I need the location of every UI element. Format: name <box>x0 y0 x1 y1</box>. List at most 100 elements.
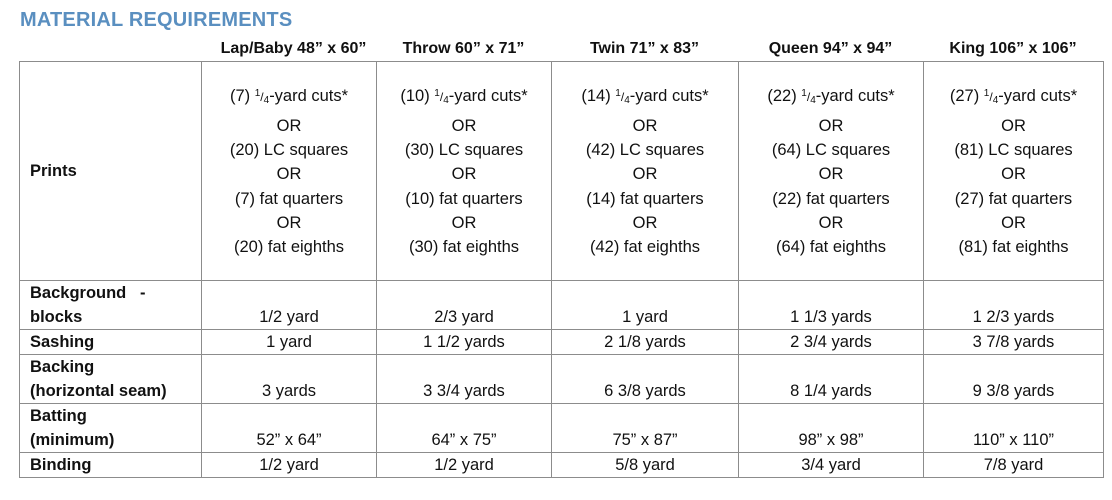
or-separator: OR <box>1001 116 1026 135</box>
or-separator: OR <box>632 213 658 232</box>
table-cell: 3/4 yard <box>738 452 924 478</box>
lc-squares-line: (64) LC squares <box>771 141 891 160</box>
lc-squares-line: (81) LC squares <box>954 141 1073 160</box>
or-separator: OR <box>632 116 658 135</box>
quarter-fraction: 1/4 <box>254 88 270 107</box>
fat-eighths-line: (81) fat eighths <box>958 238 1069 257</box>
or-separator: OR <box>451 165 477 184</box>
quarter-fraction: 1/4 <box>983 88 999 107</box>
column-header-queen: Queen 94” x 94” <box>768 40 893 57</box>
table-row-prints: Prints (7) 1/4-yard cuts* OR (20) LC squ… <box>19 61 1104 281</box>
table-cell: 1 2/3 yards <box>923 280 1104 330</box>
prints-cell-queen: (22) 1/4-yard cuts* OR (64) LC squares O… <box>738 61 924 281</box>
prints-cell-throw: (10) 1/4-yard cuts* OR (30) LC squares O… <box>376 61 552 281</box>
or-separator: OR <box>818 165 844 184</box>
or-separator: OR <box>818 213 844 232</box>
row-label-binding: Binding <box>19 452 202 478</box>
prints-cell-twin: (14) 1/4-yard cuts* OR (42) LC squares O… <box>551 61 739 281</box>
table-cell: 98” x 98” <box>738 403 924 453</box>
quarter-fraction: 1/4 <box>434 88 449 107</box>
quarter-yard-cuts-line: (22) 1/4-yard cuts* <box>743 82 919 113</box>
table-cell: 7/8 yard <box>923 452 1104 478</box>
column-header-twin: Twin 71” x 83” <box>589 40 700 57</box>
or-separator: OR <box>632 165 658 184</box>
row-label-background-blocks: Background - blocks <box>19 280 202 330</box>
cut-count: (22) <box>767 87 797 106</box>
page-heading: MATERIAL REQUIREMENTS <box>20 9 293 31</box>
table-row-binding: Binding 1/2 yard 1/2 yard 5/8 yard 3/4 y… <box>19 452 1104 478</box>
cut-suffix: -yard cuts* <box>815 87 895 106</box>
table-cell: 2/3 yard <box>376 280 552 330</box>
cut-count: (7) <box>229 87 251 106</box>
or-separator: OR <box>276 165 302 184</box>
quarter-yard-cuts-line: (14) 1/4-yard cuts* <box>556 82 734 113</box>
table-cell: 110” x 110” <box>923 403 1104 453</box>
table-cell: 1/2 yard <box>201 452 377 478</box>
fat-eighths-line: (42) fat eighths <box>589 238 701 257</box>
table-cell: 1 1/2 yards <box>376 329 552 355</box>
or-separator: OR <box>451 213 477 232</box>
table-cell: 1/2 yard <box>201 280 377 330</box>
lc-squares-line: (20) LC squares <box>229 141 349 160</box>
row-label-backing: Backing (horizontal seam) <box>19 354 202 404</box>
cut-count: (10) <box>400 87 430 106</box>
table-row-sashing: Sashing 1 yard 1 1/2 yards 2 1/8 yards 2… <box>19 329 1104 355</box>
cut-count: (14) <box>581 87 611 106</box>
table-cell: 6 3/8 yards <box>551 354 739 404</box>
fat-quarters-line: (14) fat quarters <box>586 189 704 208</box>
table-cell: 1/2 yard <box>376 452 552 478</box>
material-requirements-table: Prints (7) 1/4-yard cuts* OR (20) LC squ… <box>19 61 1104 478</box>
cut-count: (27) <box>949 87 980 106</box>
quarter-yard-cuts-line: (10) 1/4-yard cuts* <box>381 82 547 113</box>
lc-squares-line: (30) LC squares <box>404 141 524 160</box>
table-cell: 1 yard <box>551 280 739 330</box>
row-label-prints: Prints <box>19 61 202 281</box>
table-cell: 3 3/4 yards <box>376 354 552 404</box>
column-header-throw: Throw 60” x 71” <box>402 40 525 57</box>
row-label-batting: Batting (minimum) <box>19 403 202 453</box>
fat-quarters-line: (27) fat quarters <box>954 189 1073 208</box>
lc-squares-line: (42) LC squares <box>585 141 705 160</box>
table-row-background-blocks: Background - blocks 1/2 yard 2/3 yard 1 y… <box>19 280 1104 330</box>
table-cell: 8 1/4 yards <box>738 354 924 404</box>
row-label-sashing: Sashing <box>19 329 202 355</box>
fat-quarters-line: (22) fat quarters <box>772 189 890 208</box>
or-separator: OR <box>818 116 844 135</box>
table-cell: 1 yard <box>201 329 377 355</box>
cut-suffix: -yard cuts* <box>269 87 349 106</box>
fat-quarters-line: (7) fat quarters <box>234 189 344 208</box>
or-separator: OR <box>276 213 302 232</box>
column-headers: Lap/Baby 48” x 60” Throw 60” x 71” Twin … <box>19 38 1103 60</box>
table-cell: 2 1/8 yards <box>551 329 739 355</box>
cut-suffix: -yard cuts* <box>629 87 709 106</box>
quarter-yard-cuts-line: (7) 1/4-yard cuts* <box>206 82 372 113</box>
or-separator: OR <box>276 116 302 135</box>
table-cell: 2 3/4 yards <box>738 329 924 355</box>
or-separator: OR <box>1001 165 1026 184</box>
quarter-yard-cuts-line: (27) 1/4-yard cuts* <box>928 82 1099 113</box>
cut-suffix: -yard cuts* <box>998 87 1078 106</box>
quarter-fraction: 1/4 <box>801 88 816 107</box>
column-header-king: King 106” x 106” <box>949 40 1077 57</box>
table-cell: 52” x 64” <box>201 403 377 453</box>
prints-cell-lap-baby: (7) 1/4-yard cuts* OR (20) LC squares OR… <box>201 61 377 281</box>
table-cell: 5/8 yard <box>551 452 739 478</box>
or-separator: OR <box>451 116 477 135</box>
cut-suffix: -yard cuts* <box>448 87 528 106</box>
or-separator: OR <box>1001 213 1026 232</box>
table-cell: 3 7/8 yards <box>923 329 1104 355</box>
fat-eighths-line: (20) fat eighths <box>233 238 345 257</box>
table-cell: 3 yards <box>201 354 377 404</box>
prints-cell-king: (27) 1/4-yard cuts* OR (81) LC squares O… <box>923 61 1104 281</box>
table-cell: 9 3/8 yards <box>923 354 1104 404</box>
table-cell: 1 1/3 yards <box>738 280 924 330</box>
table-row-backing: Backing (horizontal seam) 3 yards 3 3/4 y… <box>19 354 1104 404</box>
quarter-fraction: 1/4 <box>615 88 630 107</box>
fat-quarters-line: (10) fat quarters <box>405 189 523 208</box>
column-header-lap-baby: Lap/Baby 48” x 60” <box>220 40 367 57</box>
table-cell: 64” x 75” <box>376 403 552 453</box>
table-cell: 75” x 87” <box>551 403 739 453</box>
fat-eighths-line: (30) fat eighths <box>408 238 520 257</box>
table-row-batting: Batting (minimum) 52” x 64” 64” x 75” 75”… <box>19 403 1104 453</box>
fat-eighths-line: (64) fat eighths <box>775 238 887 257</box>
